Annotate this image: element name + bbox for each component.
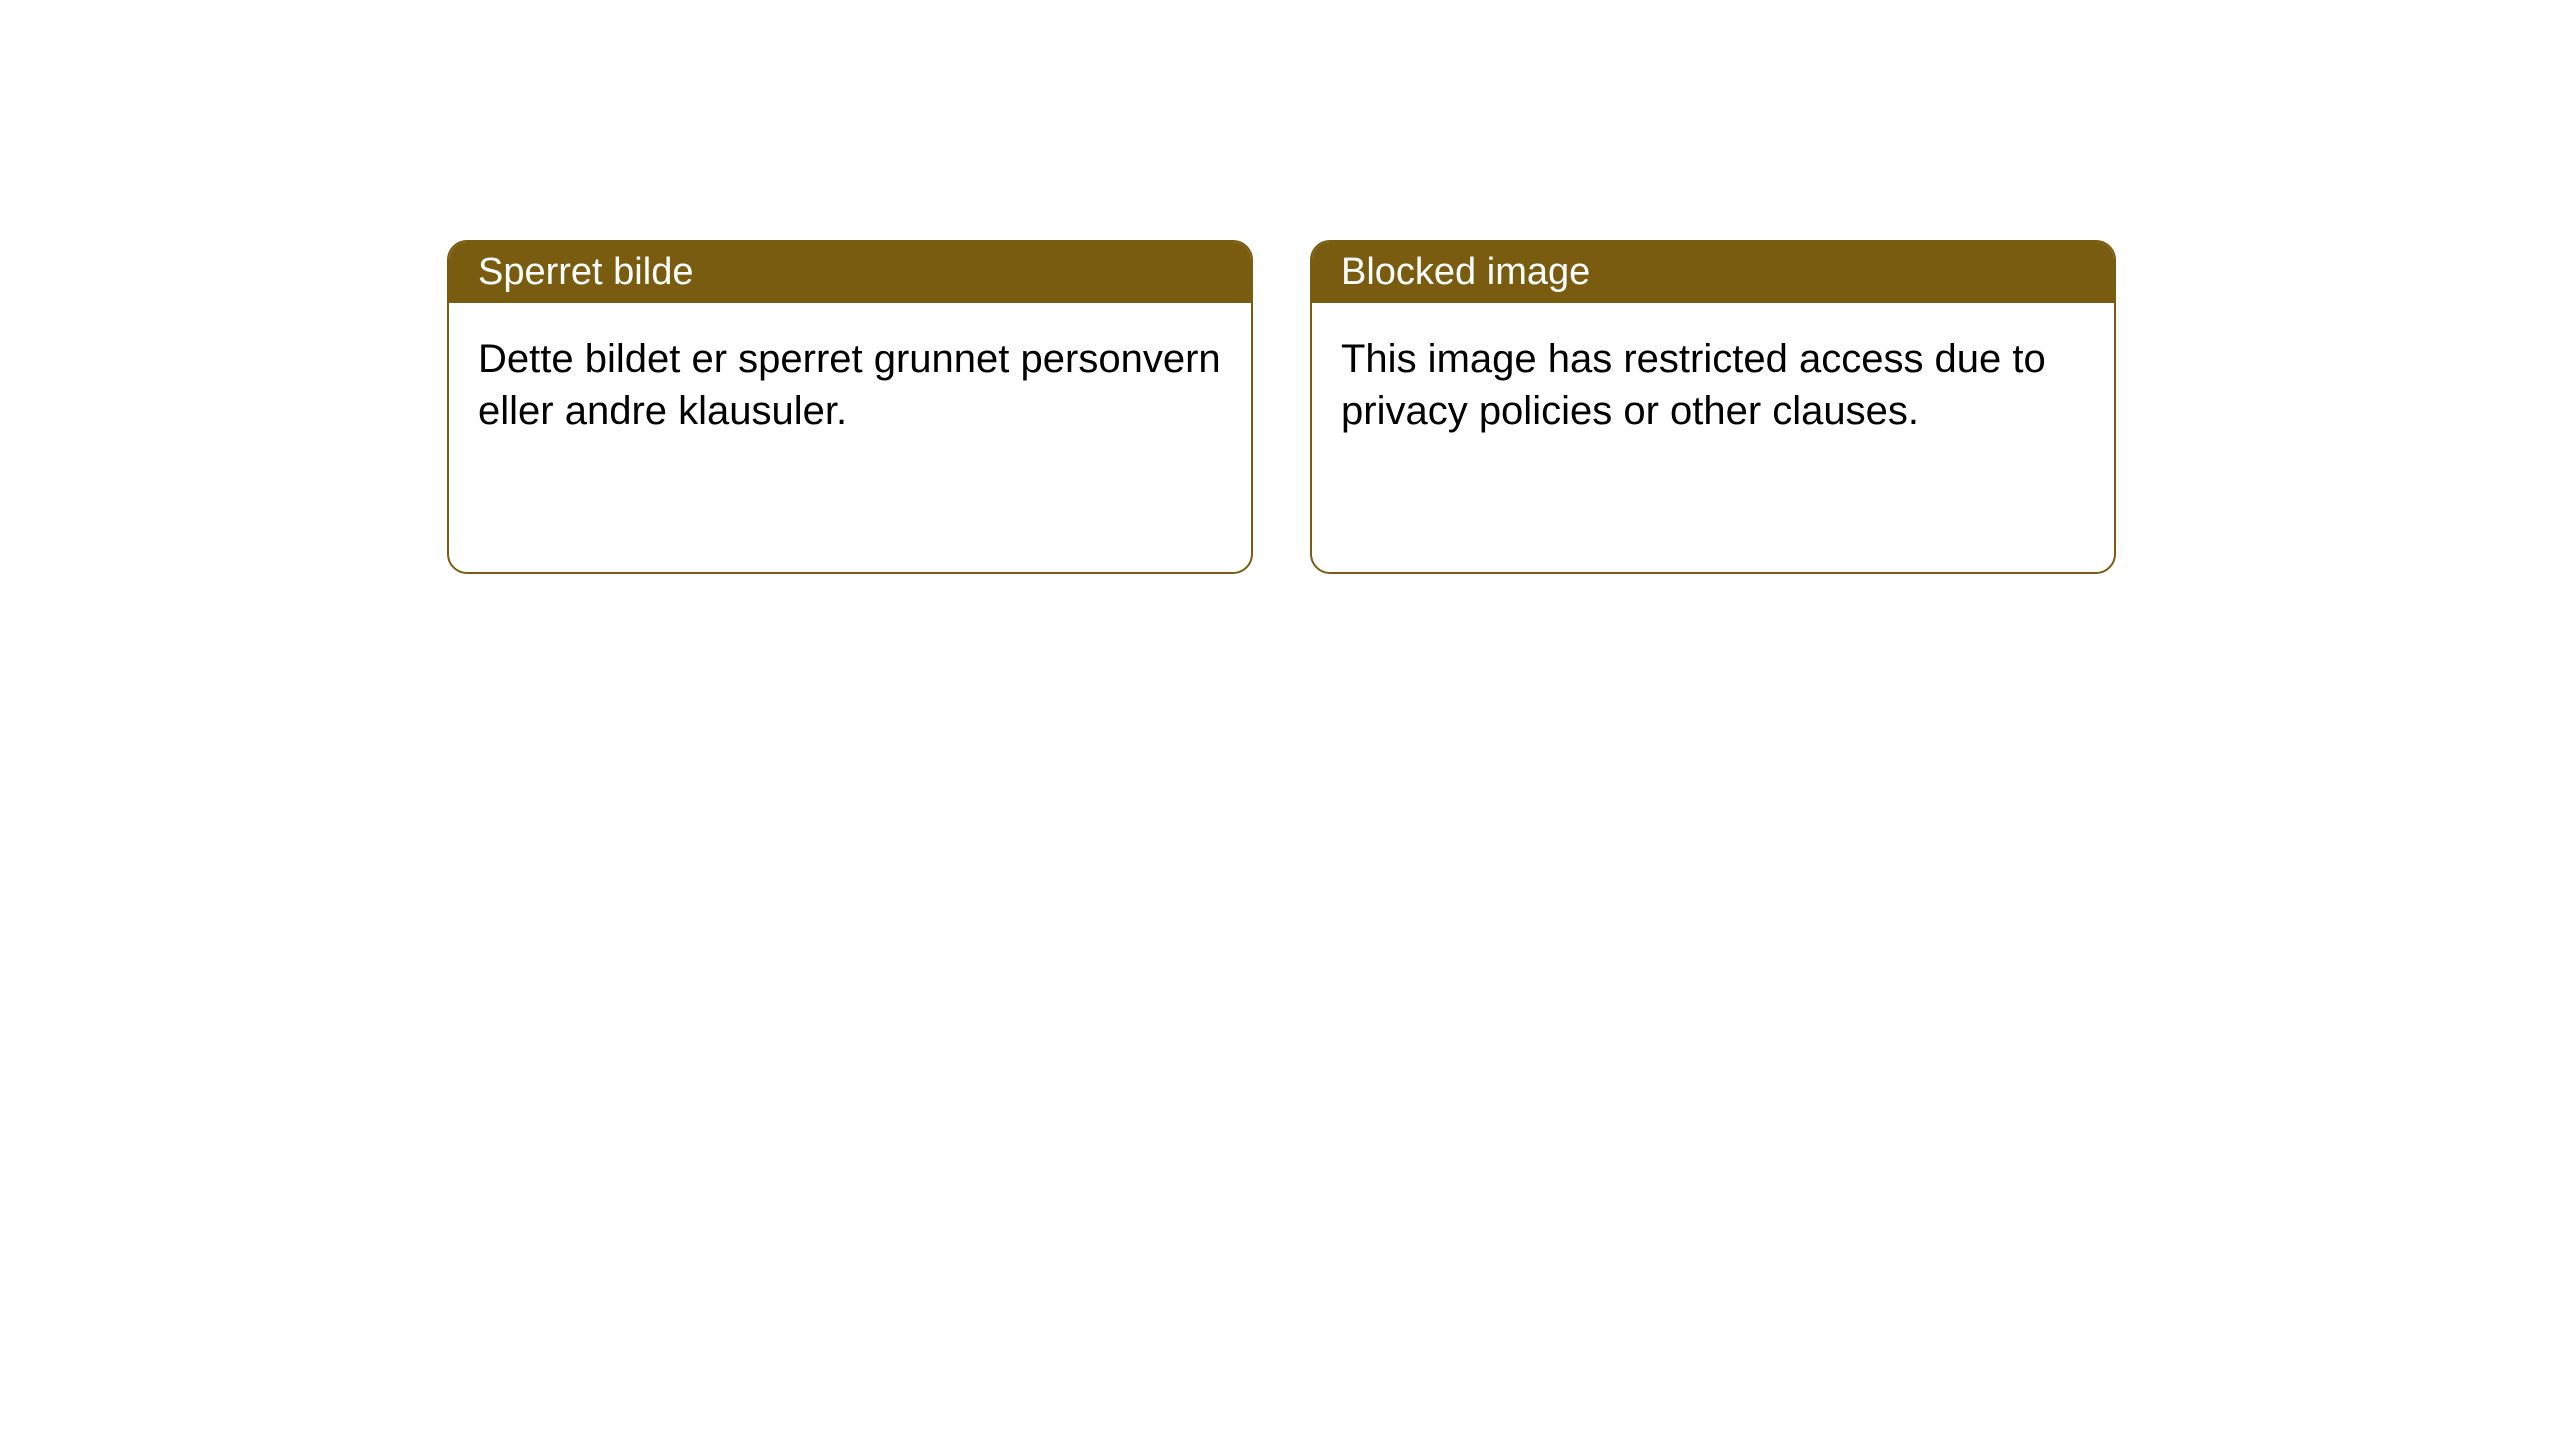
card-body-english: This image has restricted access due to … bbox=[1312, 303, 2114, 467]
blocked-image-card-english: Blocked image This image has restricted … bbox=[1310, 240, 2116, 574]
card-header-english: Blocked image bbox=[1312, 242, 2114, 303]
notice-cards-row: Sperret bilde Dette bildet er sperret gr… bbox=[447, 240, 2116, 574]
card-body-norwegian: Dette bildet er sperret grunnet personve… bbox=[449, 303, 1251, 467]
card-header-norwegian: Sperret bilde bbox=[449, 242, 1251, 303]
blocked-image-card-norwegian: Sperret bilde Dette bildet er sperret gr… bbox=[447, 240, 1253, 574]
